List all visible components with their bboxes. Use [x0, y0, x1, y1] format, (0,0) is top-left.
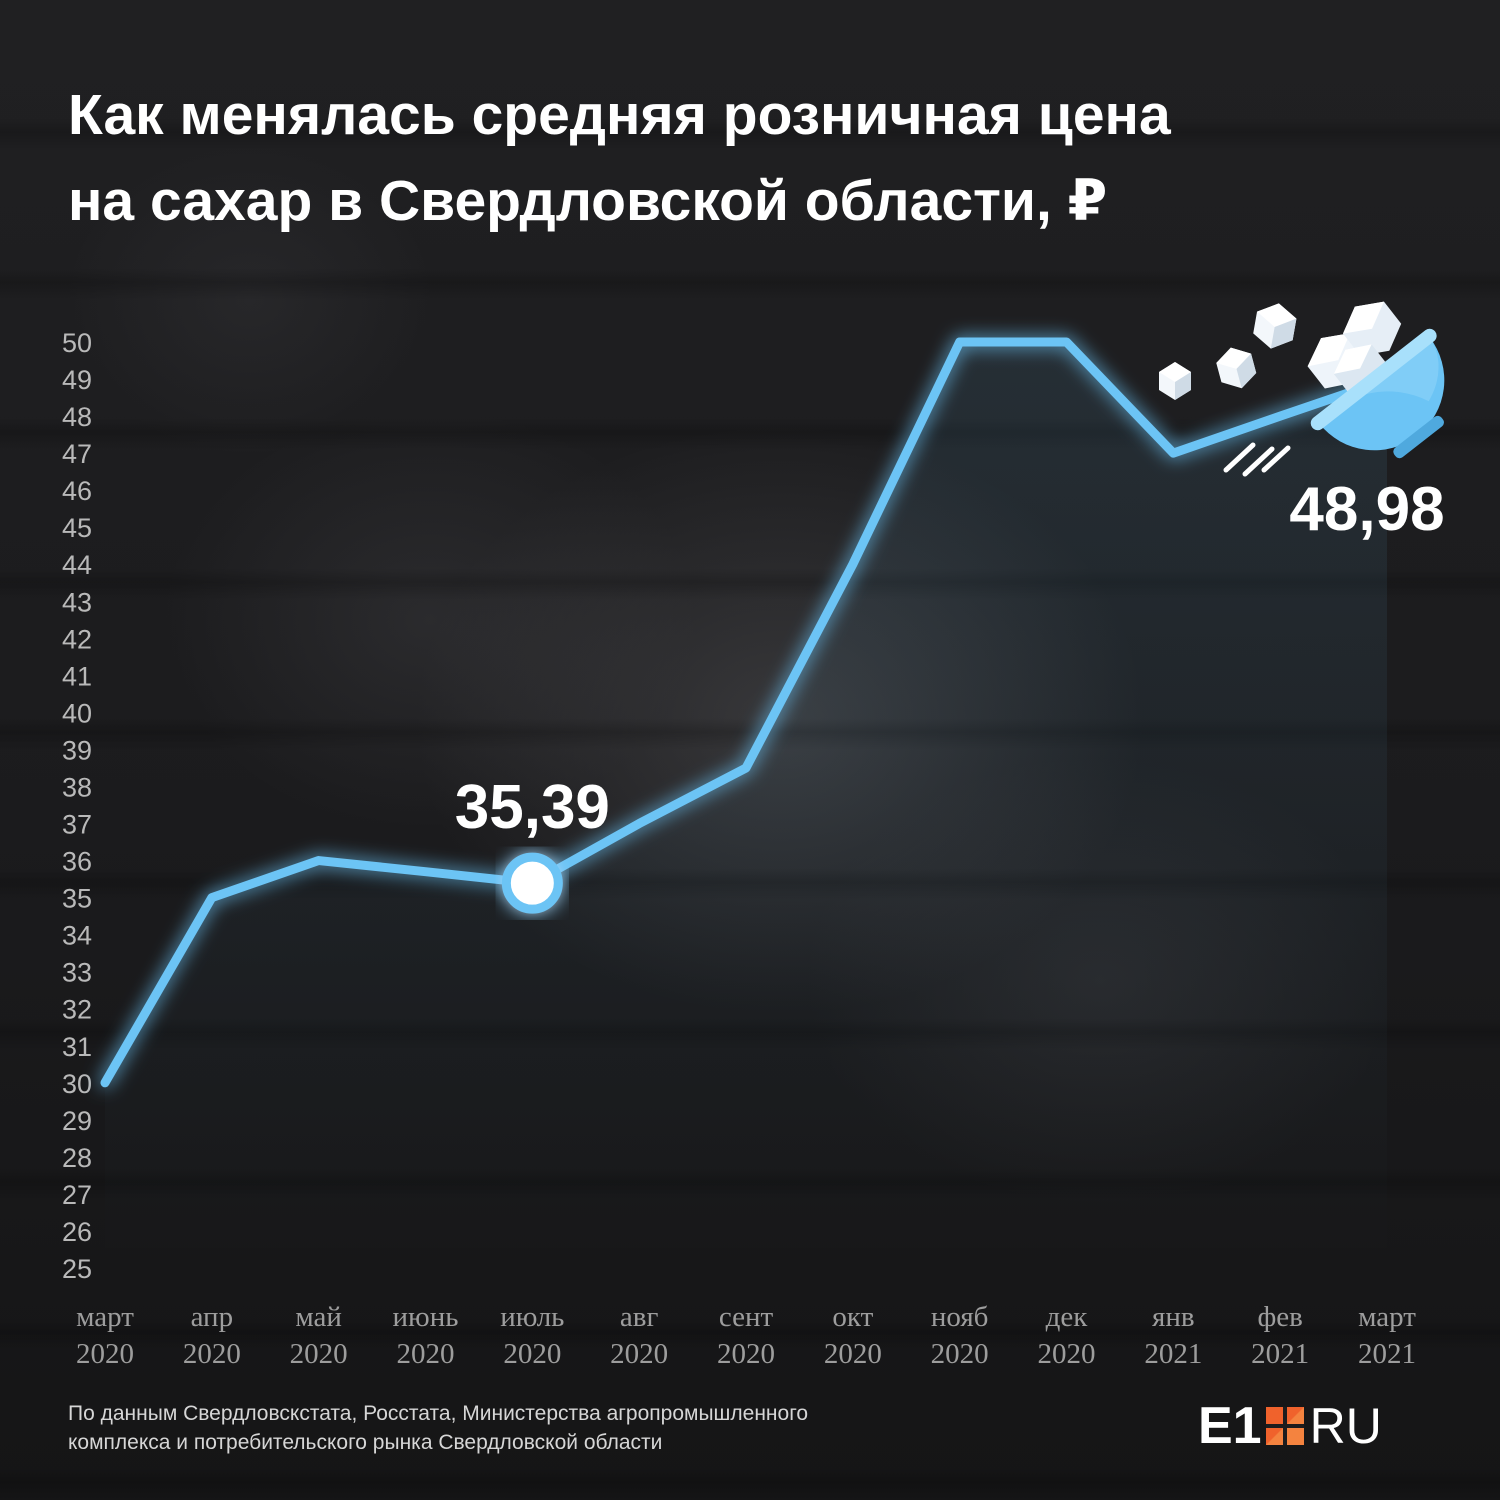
y-tick-label: 46 [62, 476, 92, 506]
y-tick-label: 26 [62, 1217, 92, 1247]
x-tick-label: июнь 2020 [393, 1301, 459, 1370]
y-axis: 50 49 48 47 46 45 44 43 42 41 40 39 38 37 36 35 34 33 32 31… [62, 328, 92, 1284]
y-tick-label: 38 [62, 772, 92, 802]
y-tick-label: 43 [62, 587, 92, 617]
x-tick-label: нояб 2020 [931, 1301, 989, 1370]
y-tick-label: 28 [62, 1143, 92, 1173]
chart-title-line-1: Как менялась средняя розничная цена [68, 83, 1171, 147]
y-tick-label: 39 [62, 735, 92, 765]
y-tick-label: 36 [62, 847, 92, 877]
speed-lines-icon [1223, 442, 1291, 477]
x-tick-label: окт 2020 [824, 1301, 882, 1370]
data-label: 35,39 [455, 773, 610, 842]
y-tick-label: 35 [62, 884, 92, 914]
e1-ru-logo: E1 RU [1198, 1397, 1382, 1455]
y-tick-label: 45 [62, 513, 92, 543]
y-tick-label: 29 [62, 1106, 92, 1136]
y-tick-label: 37 [62, 810, 92, 840]
y-tick-label: 25 [62, 1254, 92, 1284]
y-tick-label: 42 [62, 624, 92, 654]
sugar-bowl-icon [1307, 301, 1445, 459]
series-line [100, 337, 1392, 1088]
x-axis: март 2020 апр 2020 май 2020 июнь 2020 июль 2020 ав… [76, 1301, 1416, 1370]
y-tick-label: 27 [62, 1180, 92, 1210]
source-note-line-1: По данным Свердловскстата, Росстата, Мин… [68, 1402, 809, 1425]
y-tick-label: 50 [62, 328, 92, 358]
logo-square-icon [1265, 1407, 1304, 1445]
x-tick-label: янв 2021 [1144, 1301, 1202, 1370]
sugar-cube-icon [1253, 303, 1297, 349]
x-tick-label: март 2020 [76, 1301, 134, 1370]
y-tick-label: 32 [62, 995, 92, 1025]
source-note: По данным Свердловскстата, Росстата, Мин… [68, 1399, 1068, 1457]
y-tick-label: 48 [62, 402, 92, 432]
x-tick-label: сент 2020 [717, 1301, 775, 1370]
y-tick-label: 40 [62, 698, 92, 728]
x-tick-label: март 2021 [1358, 1301, 1416, 1370]
logo-left-text: E1 [1198, 1397, 1262, 1455]
sugar-cube-icon [1216, 347, 1257, 389]
y-tick-label: 47 [62, 439, 92, 469]
series-area-fill [105, 342, 1387, 1268]
sugar-cube-icon [1159, 362, 1191, 400]
x-tick-label: май 2020 [290, 1301, 348, 1370]
x-tick-label: дек 2020 [1038, 1301, 1096, 1370]
y-tick-label: 44 [62, 550, 92, 580]
y-tick-label: 41 [62, 661, 92, 691]
x-tick-label: фев 2021 [1251, 1301, 1309, 1370]
source-note-line-2: комплекса и потребительского рынка Сверд… [68, 1431, 663, 1454]
chart-title: Как менялась средняя розничная цена на с… [68, 72, 1448, 244]
y-tick-label: 31 [62, 1032, 92, 1062]
y-tick-label: 33 [62, 958, 92, 988]
y-tick-label: 30 [62, 1069, 92, 1099]
x-tick-label: авг 2020 [610, 1301, 668, 1370]
data-label: 48,98 [1289, 475, 1444, 544]
y-tick-label: 34 [62, 921, 92, 951]
chart-title-line-2: на сахар в Свердловской области, ₽ [68, 169, 1108, 233]
highlight-point-marker [501, 852, 563, 914]
y-tick-label: 49 [62, 365, 92, 395]
logo-right-text: RU [1309, 1398, 1382, 1454]
data-points: 35,39 48,98 [455, 475, 1445, 914]
x-tick-label: апр 2020 [183, 1301, 241, 1370]
x-tick-label: июль 2020 [500, 1301, 564, 1370]
